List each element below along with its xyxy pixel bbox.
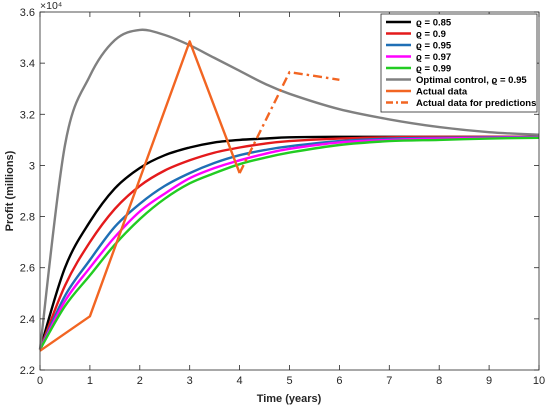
legend-label: Actual data	[416, 87, 468, 98]
legend: ϱ = 0.85ϱ = 0.9ϱ = 0.95ϱ = 0.97ϱ = 0.99O…	[380, 13, 538, 113]
x-tick-label: 10	[533, 375, 545, 387]
y-tick-label: 2.6	[20, 263, 35, 275]
x-tick-label: 9	[486, 375, 492, 387]
y-tick-label: 3.2	[20, 109, 35, 121]
legend-label: Optimal control, ϱ = 0.95	[416, 75, 527, 86]
legend-label: ϱ = 0.97	[416, 52, 451, 63]
series-line-7	[238, 70, 340, 174]
legend-box	[380, 13, 538, 113]
x-tick-label: 8	[436, 375, 442, 387]
x-tick-label: 2	[137, 375, 143, 387]
x-tick-label: 5	[286, 375, 292, 387]
series-line-6	[39, 40, 241, 352]
series-layer	[38, 28, 540, 352]
series-line-5	[38, 28, 540, 350]
legend-label: ϱ = 0.95	[416, 41, 452, 52]
legend-label: ϱ = 0.85	[416, 18, 452, 29]
y-axis-label: Profit (millions)	[4, 150, 16, 231]
x-tick-label: 0	[37, 375, 43, 387]
legend-label: ϱ = 0.9	[416, 29, 446, 40]
x-tick-label: 4	[237, 375, 243, 387]
y-tick-label: 3	[29, 160, 35, 172]
x-tick-label: 6	[336, 375, 342, 387]
y-tick-label: 2.8	[20, 212, 35, 224]
series-line-4	[38, 136, 540, 351]
x-tick-label: 3	[187, 375, 193, 387]
y-tick-label: 2.2	[20, 365, 35, 377]
legend-label: Actual data for predictions	[416, 98, 536, 109]
y-tick-label: 3.4	[20, 58, 35, 70]
y-tick-label: 2.4	[20, 314, 35, 326]
x-axis-label: Time (years)	[257, 393, 322, 405]
x-tick-label: 1	[87, 375, 93, 387]
x-tick-label: 7	[386, 375, 392, 387]
legend-label: ϱ = 0.99	[416, 64, 451, 75]
series-line-3	[38, 136, 540, 351]
y-exponent-label: ×10⁴	[40, 0, 62, 12]
axes-layer: 0 1 2 3 4 5 6 7 8 9 10 2.2 2.4 2.6 2.8 3 3.2 3.4 3.6	[20, 7, 545, 387]
y-tick-label: 3.6	[20, 7, 35, 19]
